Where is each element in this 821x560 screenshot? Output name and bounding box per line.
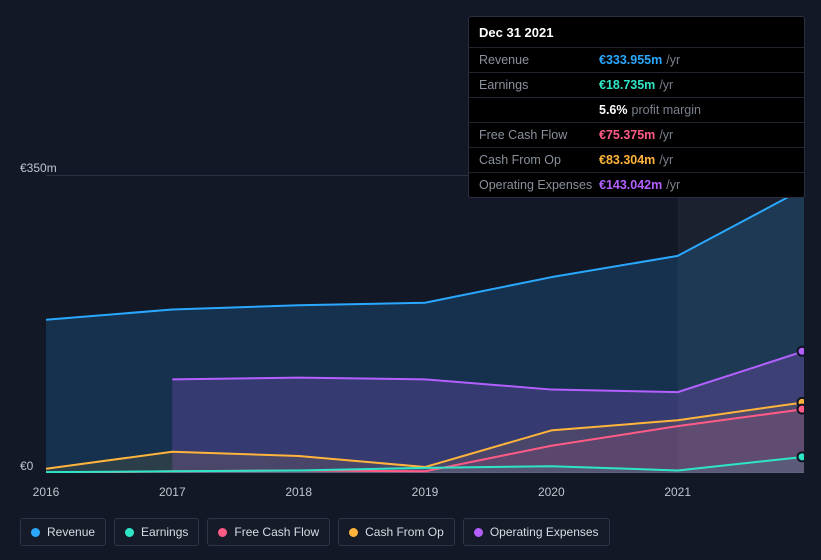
legend-label: Revenue [47,525,95,539]
x-tick-label: 2016 [33,485,60,499]
tooltip-row-fcf: Free Cash Flow €75.375m /yr [469,122,804,147]
y-label-zero: €0 [20,459,33,473]
tooltip-row-margin: 5.6% profit margin [469,97,804,122]
tooltip-row-earnings: Earnings €18.735m /yr [469,72,804,97]
legend-dot-icon [31,528,40,537]
tooltip-row-cfo: Cash From Op €83.304m /yr [469,147,804,172]
profit-margin-text: profit margin [632,102,701,118]
tooltip-label: Cash From Op [479,152,599,168]
x-tick-label: 2019 [412,485,439,499]
legend-label: Free Cash Flow [234,525,319,539]
legend-dot-icon [474,528,483,537]
legend-item[interactable]: Free Cash Flow [207,518,330,546]
legend-item[interactable]: Operating Expenses [463,518,610,546]
legend-item[interactable]: Revenue [20,518,106,546]
legend-item[interactable]: Cash From Op [338,518,455,546]
tooltip-unit: /yr [659,77,673,93]
legend-item[interactable]: Earnings [114,518,199,546]
tooltip-unit: /yr [659,127,673,143]
tooltip-value: €333.955m [599,52,662,68]
tooltip-label: Free Cash Flow [479,127,599,143]
tooltip-row-revenue: Revenue €333.955m /yr [469,47,804,72]
profit-margin-pct: 5.6% [479,102,628,118]
data-tooltip: Dec 31 2021 Revenue €333.955m /yr Earnin… [468,16,805,198]
legend-dot-icon [218,528,227,537]
tooltip-unit: /yr [666,52,680,68]
tooltip-row-opex: Operating Expenses €143.042m /yr [469,172,804,197]
tooltip-label: Earnings [479,77,599,93]
tooltip-value: €143.042m [599,177,662,193]
chart-root: Dec 31 2021 Revenue €333.955m /yr Earnin… [0,0,821,560]
legend-dot-icon [349,528,358,537]
tooltip-value: €18.735m [599,77,655,93]
x-tick-label: 2021 [664,485,691,499]
tooltip-value: €75.375m [599,127,655,143]
tooltip-unit: /yr [659,152,673,168]
legend-label: Operating Expenses [490,525,599,539]
x-axis: 2016 2017 2018 2019 2020 2021 [0,485,821,505]
line-chart[interactable] [46,175,804,473]
y-label-max: €350m [20,161,57,175]
legend-label: Cash From Op [365,525,444,539]
tooltip-unit: /yr [666,177,680,193]
tooltip-date: Dec 31 2021 [469,17,804,47]
tooltip-label: Revenue [479,52,599,68]
x-tick-label: 2017 [159,485,186,499]
x-tick-label: 2020 [538,485,565,499]
tooltip-value: €83.304m [599,152,655,168]
legend-label: Earnings [141,525,188,539]
tooltip-label: Operating Expenses [479,177,599,193]
legend-dot-icon [125,528,134,537]
x-tick-label: 2018 [285,485,312,499]
legend: Revenue Earnings Free Cash Flow Cash From O… [20,518,610,546]
